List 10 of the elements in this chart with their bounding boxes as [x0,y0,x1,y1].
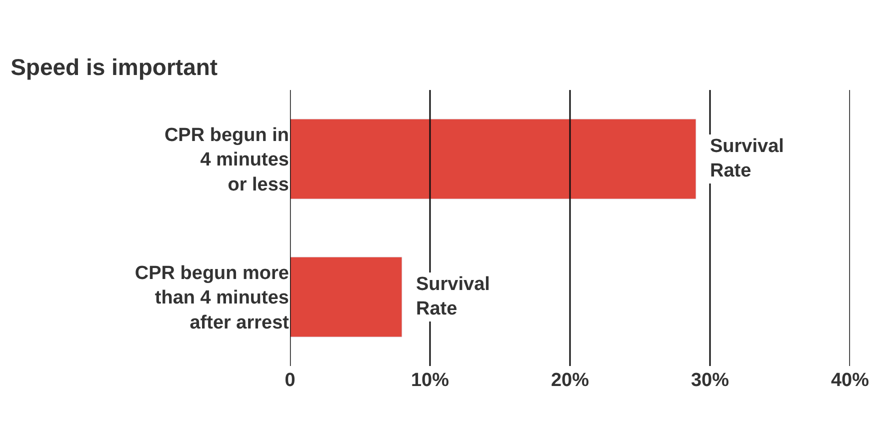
x-tick-label: 0 [284,370,296,391]
annotation: Survival Rate [416,274,490,320]
annotation: Survival Rate [710,136,784,182]
chart-title: Speed is important [10,54,218,80]
y-tick-label: CPR begun in 4 minutes or less [164,124,289,196]
x-tick-label: 40% [830,370,870,391]
x-tick-label: 10% [410,370,450,391]
x-tick-label: 30% [690,370,730,391]
y-tick-label: CPR begun more than 4 minutes after arrest [134,262,290,334]
x-tick-label: 20% [550,370,590,391]
